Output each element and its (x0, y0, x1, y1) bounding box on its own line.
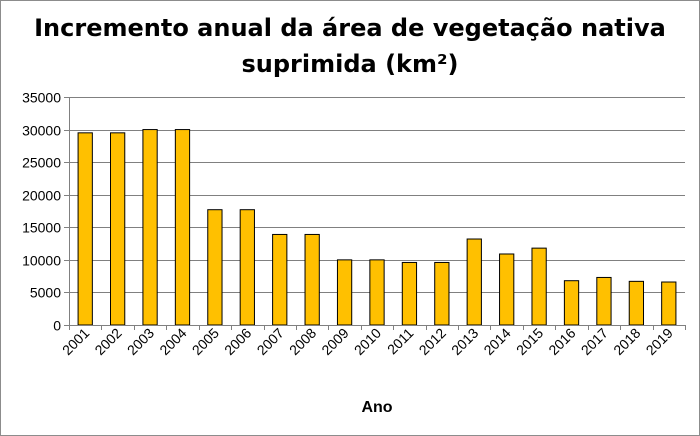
bar-2001 (77, 132, 93, 326)
x-tick-label-2004: 2004 (156, 325, 189, 358)
x-tick-label-2002: 2002 (91, 325, 124, 358)
y-tick-label-1: 5000 (30, 285, 61, 301)
x-tick-label-2010: 2010 (351, 325, 384, 358)
x-tick-label-2006: 2006 (221, 325, 254, 358)
x-tick-label-2018: 2018 (610, 325, 643, 358)
bar-2010 (369, 259, 385, 326)
y-tick-label-7: 35000 (22, 90, 61, 106)
bar-2019 (661, 281, 677, 326)
y-tick-label-6: 30000 (22, 123, 61, 139)
x-tick-label-2015: 2015 (513, 325, 546, 358)
x-tick-label-2001: 2001 (59, 325, 92, 358)
y-tick-label-2: 10000 (22, 253, 61, 269)
y-tick-label-5: 25000 (22, 155, 61, 171)
bar-2004 (174, 129, 191, 326)
x-tick-label-2007: 2007 (254, 325, 287, 358)
x-tick-label-2013: 2013 (448, 325, 481, 358)
bar-2003 (142, 129, 158, 326)
chart-title: Incremento anual da área de vegetação na… (0, 10, 700, 82)
bar-2002 (110, 132, 126, 326)
axes (69, 97, 685, 326)
bar-2018 (628, 280, 645, 326)
x-tick-label-2019: 2019 (643, 325, 676, 358)
y-axis-tick-labels: 0 5000 10000 15000 20000 25000 30000 35000 (22, 90, 61, 334)
bar-2016 (563, 280, 580, 326)
bar-2011 (401, 261, 418, 326)
bar-2006 (239, 209, 255, 326)
bar-2014 (499, 253, 515, 326)
x-tick-label-2005: 2005 (189, 325, 222, 358)
y-tick-label-3: 15000 (22, 220, 61, 236)
y-tick-label-0: 0 (53, 318, 61, 334)
chart-title-line-2: suprimida (km²) (241, 50, 459, 78)
x-tick-label-2009: 2009 (318, 325, 351, 358)
bar-2017 (596, 276, 612, 326)
x-axis-title: Ano (361, 399, 392, 416)
x-tick-label-2011: 2011 (384, 325, 417, 358)
x-tick-label-2012: 2012 (416, 325, 449, 358)
bar-2009 (336, 259, 353, 326)
x-axis-tick-labels: 2001 2002 2003 2004 2005 2006 2007 2008 2009 2010… (59, 325, 676, 358)
x-tick-label-2008: 2008 (286, 325, 319, 358)
bars (69, 129, 686, 330)
chart-title-line-1: Incremento anual da área de vegetação na… (34, 14, 666, 42)
x-tick-label-2017: 2017 (578, 325, 611, 358)
bar-2012 (434, 261, 450, 326)
y-tick-label-4: 20000 (22, 188, 61, 204)
bar-2015 (531, 247, 547, 326)
bar-2007 (272, 233, 288, 326)
bar-2013 (466, 238, 482, 326)
bar-2008 (304, 233, 320, 326)
bar-2005 (207, 209, 223, 326)
x-tick-label-2016: 2016 (545, 325, 578, 358)
x-tick-label-2014: 2014 (480, 325, 513, 358)
x-tick-label-2003: 2003 (124, 325, 157, 358)
